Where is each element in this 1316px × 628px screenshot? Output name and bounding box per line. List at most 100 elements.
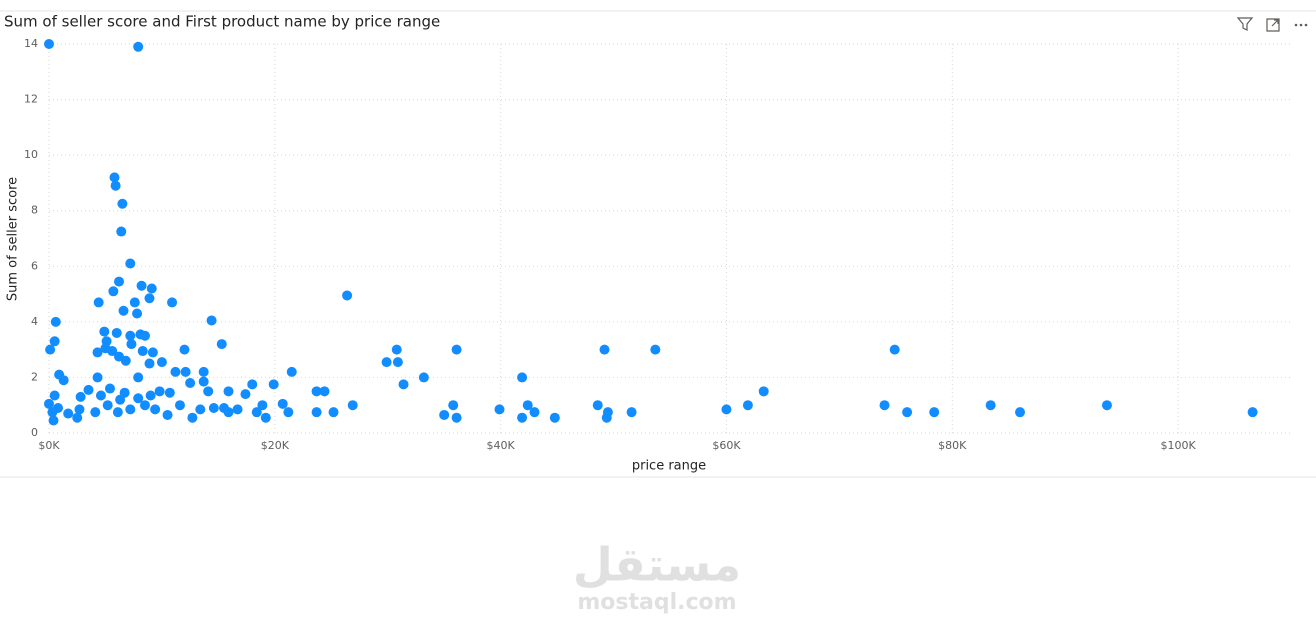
point [116,226,127,237]
x-tick-label: $0K [38,439,60,452]
point [115,394,126,405]
point [494,404,505,415]
point [118,305,129,316]
point [277,398,288,409]
point [451,344,462,355]
point [195,404,206,415]
point [257,400,268,411]
x-tick-label: $40K [487,439,516,452]
x-tick-label: $20K [261,439,290,452]
point [144,358,155,369]
point [74,404,85,415]
point [219,402,230,413]
point [216,339,227,350]
point [985,400,996,411]
toolbar[interactable] [1236,17,1308,32]
point [154,386,165,397]
filter-icon[interactable] [1236,17,1254,31]
point [133,393,144,404]
point [139,400,150,411]
point [145,390,156,401]
point [107,346,118,357]
point [347,400,358,411]
point [49,336,60,347]
point [174,400,185,411]
point [95,390,106,401]
point [111,327,122,338]
point [418,372,429,383]
point [150,404,161,415]
point [601,412,612,423]
point [44,39,54,49]
point [203,386,214,397]
point [286,366,297,377]
y-tick-label: 4 [31,315,38,328]
point [109,172,120,183]
point [902,407,913,418]
point [247,379,258,390]
point [208,402,219,413]
point [879,400,890,411]
point [112,407,123,418]
point [185,377,196,388]
point [45,344,56,355]
point [126,339,137,350]
y-tick-label: 8 [31,204,38,217]
point [889,344,900,355]
point [240,389,251,400]
point [398,379,409,390]
point [381,357,392,368]
point [50,316,61,327]
point [164,387,175,398]
point [92,347,103,358]
point [139,330,150,341]
chart-title: Sum of seller score and First product na… [4,13,440,31]
point [72,412,83,423]
point [147,347,158,358]
point [125,258,136,269]
point [125,330,136,341]
point [342,290,353,301]
point [268,379,279,390]
point [232,404,243,415]
point [120,355,131,366]
point [136,280,147,291]
point [133,372,144,383]
y-tick-label: 0 [31,426,38,439]
point [167,297,178,308]
point [75,391,86,402]
point [328,407,339,418]
watermark-logo: مستقل [573,538,741,592]
point [448,400,459,411]
point [144,293,155,304]
point [162,409,173,420]
point [599,344,610,355]
point [133,41,144,52]
point [49,390,60,401]
point [929,407,940,418]
more-icon[interactable] [1294,23,1308,27]
point [758,386,769,397]
point [170,366,181,377]
point [1101,400,1112,411]
point [391,344,402,355]
y-tick-label: 10 [24,148,38,161]
x-axis-title: price range [632,459,706,474]
point [180,366,191,377]
y-tick-label: 12 [24,93,38,106]
point [117,198,128,209]
point [156,357,167,368]
point [110,180,121,191]
x-tick-label: $80K [938,439,967,452]
point [179,344,190,355]
point [132,308,143,319]
focus-icon[interactable] [1266,18,1280,32]
point [439,409,450,420]
point [650,344,661,355]
point [137,346,148,357]
point [83,384,94,395]
point [311,386,322,397]
point [529,407,540,418]
